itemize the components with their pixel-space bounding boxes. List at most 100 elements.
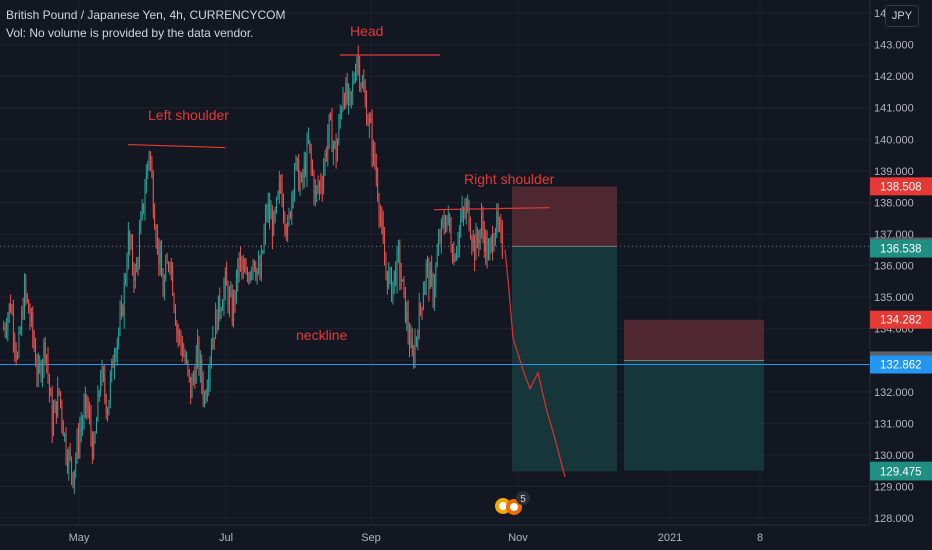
candle[interactable] xyxy=(230,293,232,295)
candle[interactable] xyxy=(40,364,42,378)
candle[interactable] xyxy=(94,433,96,441)
candle[interactable] xyxy=(490,237,492,243)
candle[interactable] xyxy=(65,433,67,460)
candle[interactable] xyxy=(375,166,377,178)
candle[interactable] xyxy=(276,198,277,211)
candle[interactable] xyxy=(310,148,312,164)
candle[interactable] xyxy=(220,310,222,313)
candle[interactable] xyxy=(229,294,230,307)
candle[interactable] xyxy=(33,336,35,349)
candle[interactable] xyxy=(155,228,157,243)
candle[interactable] xyxy=(234,294,236,300)
candle[interactable] xyxy=(17,355,18,358)
candle[interactable] xyxy=(83,406,85,422)
candle[interactable] xyxy=(208,378,210,387)
candle[interactable] xyxy=(140,217,142,234)
candle[interactable] xyxy=(122,306,124,316)
stop-loss-zone[interactable] xyxy=(512,186,617,247)
candle[interactable] xyxy=(339,114,341,121)
candle[interactable] xyxy=(10,303,12,311)
candle[interactable] xyxy=(226,271,228,286)
candle[interactable] xyxy=(301,174,302,180)
candle[interactable] xyxy=(197,340,199,356)
candle[interactable] xyxy=(19,331,21,333)
candle[interactable] xyxy=(26,294,28,301)
candle[interactable] xyxy=(449,213,451,229)
candle[interactable] xyxy=(384,241,385,266)
candle[interactable] xyxy=(32,312,34,337)
candle[interactable] xyxy=(287,222,289,235)
candle[interactable] xyxy=(223,287,225,307)
candle[interactable] xyxy=(73,470,75,486)
candle[interactable] xyxy=(465,205,467,215)
candle[interactable] xyxy=(256,268,258,277)
candle[interactable] xyxy=(71,457,72,473)
candle[interactable] xyxy=(186,361,187,363)
candle[interactable] xyxy=(278,182,280,193)
price-tag[interactable] xyxy=(870,462,932,481)
candle[interactable] xyxy=(154,212,156,229)
candle[interactable] xyxy=(157,237,158,243)
price-tag[interactable] xyxy=(870,310,932,329)
candle[interactable] xyxy=(476,232,478,241)
candle[interactable] xyxy=(150,154,151,164)
candle[interactable] xyxy=(321,186,323,189)
candle[interactable] xyxy=(337,142,338,162)
candle[interactable] xyxy=(403,279,405,288)
candle[interactable] xyxy=(427,263,428,265)
take-profit-zone[interactable] xyxy=(624,360,764,471)
candle[interactable] xyxy=(255,269,257,277)
candle[interactable] xyxy=(152,176,154,213)
candle[interactable] xyxy=(21,310,23,332)
candle[interactable] xyxy=(151,163,153,177)
candle[interactable] xyxy=(414,341,416,362)
candle[interactable] xyxy=(323,169,325,189)
candle[interactable] xyxy=(482,216,484,232)
candle[interactable] xyxy=(348,90,349,101)
candle[interactable] xyxy=(302,174,304,179)
candle[interactable] xyxy=(388,271,390,287)
candle[interactable] xyxy=(391,270,392,300)
candle[interactable] xyxy=(193,376,194,378)
candle[interactable] xyxy=(206,386,208,399)
candle[interactable] xyxy=(91,436,93,458)
candle[interactable] xyxy=(288,212,290,223)
candle[interactable] xyxy=(349,90,351,96)
candle[interactable] xyxy=(353,79,355,82)
candle[interactable] xyxy=(334,142,336,145)
candle[interactable] xyxy=(380,216,381,219)
candle[interactable] xyxy=(407,312,409,335)
candle[interactable] xyxy=(159,252,161,265)
candle[interactable] xyxy=(418,304,420,339)
candle[interactable] xyxy=(341,109,343,115)
candle[interactable] xyxy=(64,433,66,437)
candle[interactable] xyxy=(472,236,474,245)
candle[interactable] xyxy=(35,348,36,366)
candle[interactable] xyxy=(366,98,367,124)
candle[interactable] xyxy=(298,159,300,191)
candle[interactable] xyxy=(326,153,327,157)
candle[interactable] xyxy=(362,82,363,86)
candle[interactable] xyxy=(374,145,376,167)
candle[interactable] xyxy=(306,141,308,174)
candle[interactable] xyxy=(393,270,395,282)
candle[interactable] xyxy=(357,58,359,62)
candle[interactable] xyxy=(50,391,52,396)
candle[interactable] xyxy=(497,212,499,225)
candle[interactable] xyxy=(409,334,410,347)
candle[interactable] xyxy=(485,236,487,253)
candle[interactable] xyxy=(263,232,265,251)
candle[interactable] xyxy=(165,262,167,280)
candle[interactable] xyxy=(245,272,247,274)
candle[interactable] xyxy=(488,251,489,260)
candle[interactable] xyxy=(398,247,399,252)
candle[interactable] xyxy=(386,271,388,287)
candle[interactable] xyxy=(211,348,212,360)
candle[interactable] xyxy=(28,300,30,313)
candle[interactable] xyxy=(80,425,82,430)
candle[interactable] xyxy=(87,406,89,413)
candle[interactable] xyxy=(350,92,352,96)
candle[interactable] xyxy=(461,209,463,219)
candle[interactable] xyxy=(442,220,444,222)
